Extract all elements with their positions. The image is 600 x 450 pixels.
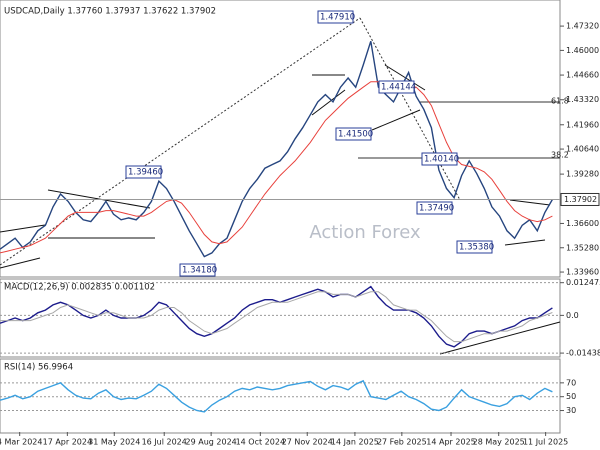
y-tick-label: 0.0 [566, 311, 579, 320]
series-line [0, 40, 554, 258]
x-tick-label: 14 Oct 2024 [236, 438, 285, 447]
y-tick-label: 70 [566, 378, 576, 387]
series-line [0, 81, 553, 254]
y-tick-label: 1.35280 [566, 243, 599, 252]
y-tick-label: 1.40640 [566, 145, 599, 154]
annotation-box [421, 152, 458, 166]
y-tick-label: -0.014389 [566, 349, 600, 358]
y-tick-label: 1.33960 [566, 268, 599, 277]
channel-line [0, 224, 46, 233]
y-tick-label: 1.41960 [566, 120, 599, 129]
annotation-box [179, 263, 216, 277]
y-tick-label: 1.39280 [566, 170, 599, 179]
y-tick-label: 1.47320 [566, 22, 599, 31]
y-tick-label: 0.012475 [566, 278, 600, 287]
x-tick-label: 29 Aug 2024 [186, 438, 237, 447]
x-tick-label: 16 Jul 2024 [142, 438, 187, 447]
macd-trend-line [439, 321, 561, 355]
annotation: 1.37490 [419, 204, 454, 214]
x-tick-label: 27 Feb 2025 [377, 438, 427, 447]
annotation-box [125, 165, 162, 179]
watermark: Action Forex [309, 222, 421, 243]
last-price-box [560, 192, 600, 206]
series-line [0, 285, 553, 348]
triangle-line [371, 109, 421, 131]
x-tick-label: 28 May 2025 [473, 438, 525, 447]
trend-line [359, 17, 461, 201]
annotation: 1.34180 [182, 266, 217, 276]
annotation: 1.47910 [320, 13, 355, 23]
annotation: 1.44144 [381, 83, 416, 93]
x-tick-label: 14 Apr 2025 [426, 438, 475, 447]
channel-line [0, 257, 41, 269]
y-tick-label: 1.43320 [566, 95, 599, 104]
trend-line [0, 17, 361, 266]
panel-title: MACD(12,26,9) 0.002835 0.001102 [4, 283, 155, 293]
annotation: 38.2 [551, 151, 569, 160]
triangle-line [311, 89, 346, 116]
last-price-label: 1.37902 [564, 195, 597, 204]
x-tick-label: 14 Jan 2025 [331, 438, 379, 447]
annotation-box [378, 80, 415, 94]
annotation: 1.35380 [459, 243, 494, 253]
x-tick-label: 31 May 2024 [88, 438, 140, 447]
x-tick-label: 27 Nov 2024 [282, 438, 333, 447]
y-tick-label: 1.36600 [566, 219, 599, 228]
panel-title: RSI(14) 56.9964 [4, 363, 73, 373]
y-tick-label: 1.44660 [566, 71, 599, 80]
annotation-box [416, 201, 453, 215]
price-panel [0, 0, 561, 278]
series-line [0, 291, 553, 343]
x-tick-label: 17 Apr 2024 [43, 438, 92, 447]
annotation: 1.41500 [338, 130, 373, 140]
triangle-line [504, 239, 546, 246]
y-tick-label: 50 [566, 392, 576, 401]
annotation: 1.40140 [424, 155, 459, 165]
macd-panel [0, 278, 561, 358]
panel-title: USDCAD,Daily 1.37760 1.37937 1.37622 1.3… [4, 7, 216, 17]
x-tick-label: 11 Jul 2025 [523, 438, 568, 447]
triangle-line [509, 199, 551, 206]
series-line [0, 379, 553, 413]
y-tick-label: 30 [566, 406, 576, 415]
rsi-panel [0, 358, 561, 434]
y-tick-label: 1.46000 [566, 46, 599, 55]
triangle-line [384, 64, 426, 91]
annotation-box [317, 10, 354, 24]
annotation: 61.8 [551, 97, 569, 106]
annotation: 1.39460 [128, 168, 163, 178]
x-tick-label: 4 Mar 2024 [0, 438, 42, 447]
annotation-box [335, 127, 372, 141]
annotation-box [456, 240, 493, 254]
